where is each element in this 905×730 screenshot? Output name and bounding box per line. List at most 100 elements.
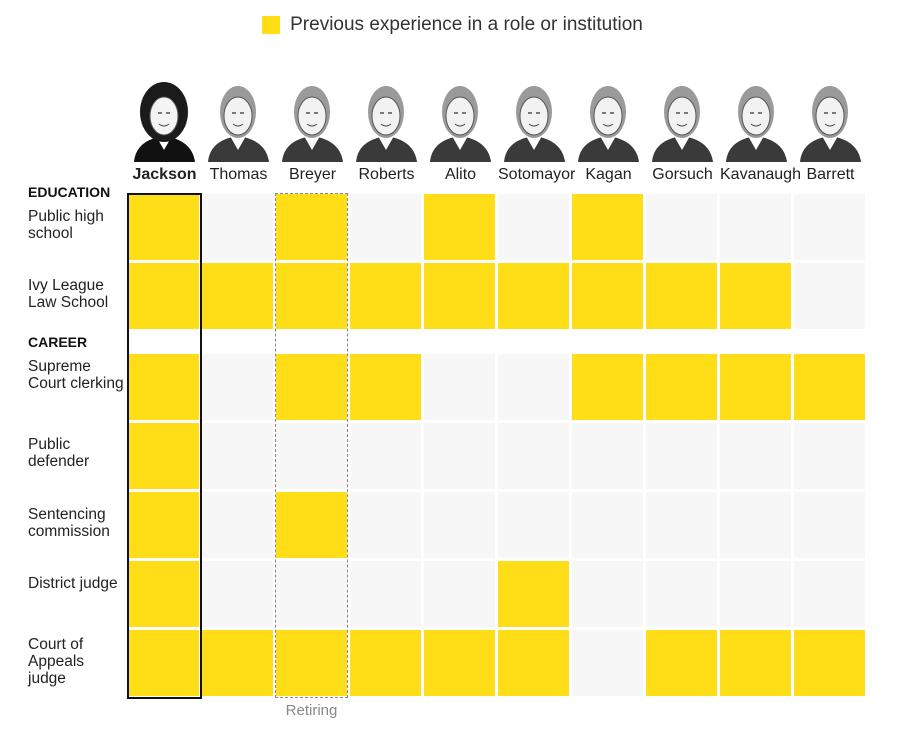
- cell-court-of-appeals-judge-sotomayor: [498, 630, 569, 696]
- portrait-thomas: [202, 76, 275, 162]
- column-label-sotomayor: Sotomayor: [498, 166, 576, 183]
- column-label-breyer: Breyer: [288, 166, 337, 183]
- cell-public-high-school-alito: [424, 194, 495, 260]
- cell-sentencing-commission-kavanaugh: [720, 492, 791, 558]
- cell-district-judge-gorsuch: [646, 561, 717, 627]
- cell-ivy-league-law-school-breyer: [276, 263, 347, 329]
- cell-court-of-appeals-judge-barrett: [794, 630, 865, 696]
- cell-public-high-school-breyer: [276, 194, 347, 260]
- row-label-public-high-school: Public high school: [28, 208, 104, 242]
- cell-public-high-school-barrett: [794, 194, 865, 260]
- portrait-breyer: [276, 76, 349, 162]
- cell-supreme-court-clerking-thomas: [202, 354, 273, 420]
- cell-ivy-league-law-school-kavanaugh: [720, 263, 791, 329]
- cell-court-of-appeals-judge-kavanaugh: [720, 630, 791, 696]
- cell-supreme-court-clerking-jackson: [128, 354, 199, 420]
- cell-public-defender-roberts: [350, 423, 421, 489]
- cell-supreme-court-clerking-kagan: [572, 354, 643, 420]
- cell-district-judge-jackson: [128, 561, 199, 627]
- portrait-kavanaugh: [720, 76, 793, 162]
- portrait-sotomayor: [498, 76, 571, 162]
- row-label-sentencing-commission: Sentencing commission: [28, 506, 110, 540]
- cell-public-defender-jackson: [128, 423, 199, 489]
- cell-court-of-appeals-judge-thomas: [202, 630, 273, 696]
- cell-district-judge-thomas: [202, 561, 273, 627]
- cell-ivy-league-law-school-kagan: [572, 263, 643, 329]
- cell-supreme-court-clerking-sotomayor: [498, 354, 569, 420]
- cell-public-high-school-kavanaugh: [720, 194, 791, 260]
- cell-supreme-court-clerking-gorsuch: [646, 354, 717, 420]
- cell-sentencing-commission-roberts: [350, 492, 421, 558]
- row-label-public-defender: Public defender: [28, 436, 90, 470]
- cell-public-defender-kavanaugh: [720, 423, 791, 489]
- portrait-barrett: [794, 76, 867, 162]
- portrait-gorsuch: [646, 76, 719, 162]
- cell-sentencing-commission-gorsuch: [646, 492, 717, 558]
- cell-supreme-court-clerking-kavanaugh: [720, 354, 791, 420]
- cell-public-defender-sotomayor: [498, 423, 569, 489]
- row-label-district-judge: District judge: [28, 575, 118, 592]
- cell-public-high-school-jackson: [128, 194, 199, 260]
- cell-district-judge-barrett: [794, 561, 865, 627]
- cell-ivy-league-law-school-jackson: [128, 263, 199, 329]
- cell-court-of-appeals-judge-roberts: [350, 630, 421, 696]
- column-label-kavanaugh: Kavanaugh: [720, 166, 801, 183]
- portrait-alito: [424, 76, 497, 162]
- cell-ivy-league-law-school-roberts: [350, 263, 421, 329]
- cell-district-judge-alito: [424, 561, 495, 627]
- row-label-ivy-league-law-school: Ivy League Law School: [28, 277, 109, 311]
- legend-swatch: [262, 16, 281, 34]
- column-label-alito: Alito: [444, 166, 477, 183]
- cell-public-high-school-roberts: [350, 194, 421, 260]
- cell-district-judge-breyer: [276, 561, 347, 627]
- cell-public-defender-breyer: [276, 423, 347, 489]
- cell-sentencing-commission-sotomayor: [498, 492, 569, 558]
- column-label-jackson: Jackson: [132, 166, 197, 183]
- cell-public-high-school-sotomayor: [498, 194, 569, 260]
- cell-public-high-school-gorsuch: [646, 194, 717, 260]
- cell-district-judge-roberts: [350, 561, 421, 627]
- cell-public-defender-thomas: [202, 423, 273, 489]
- cell-sentencing-commission-thomas: [202, 492, 273, 558]
- section-label-career: CAREER: [28, 334, 88, 350]
- cell-ivy-league-law-school-sotomayor: [498, 263, 569, 329]
- cell-court-of-appeals-judge-kagan: [572, 630, 643, 696]
- cell-district-judge-sotomayor: [498, 561, 569, 627]
- cell-court-of-appeals-judge-gorsuch: [646, 630, 717, 696]
- cell-district-judge-kagan: [572, 561, 643, 627]
- cell-public-defender-gorsuch: [646, 423, 717, 489]
- legend: Previous experience in a role or institu…: [0, 14, 905, 36]
- section-label-education: EDUCATION: [28, 184, 111, 200]
- cell-ivy-league-law-school-thomas: [202, 263, 273, 329]
- cell-supreme-court-clerking-barrett: [794, 354, 865, 420]
- cell-ivy-league-law-school-gorsuch: [646, 263, 717, 329]
- cell-supreme-court-clerking-alito: [424, 354, 495, 420]
- cell-public-defender-kagan: [572, 423, 643, 489]
- cell-supreme-court-clerking-roberts: [350, 354, 421, 420]
- column-label-kagan: Kagan: [585, 166, 632, 183]
- cell-public-defender-alito: [424, 423, 495, 489]
- cell-sentencing-commission-jackson: [128, 492, 199, 558]
- cell-ivy-league-law-school-alito: [424, 263, 495, 329]
- cell-public-high-school-kagan: [572, 194, 643, 260]
- cell-sentencing-commission-kagan: [572, 492, 643, 558]
- portrait-roberts: [350, 76, 423, 162]
- cell-public-defender-barrett: [794, 423, 865, 489]
- cell-court-of-appeals-judge-breyer: [276, 630, 347, 696]
- cell-court-of-appeals-judge-jackson: [128, 630, 199, 696]
- cell-district-judge-kavanaugh: [720, 561, 791, 627]
- cell-sentencing-commission-barrett: [794, 492, 865, 558]
- legend-label: Previous experience in a role or institu…: [290, 14, 643, 35]
- column-label-roberts: Roberts: [358, 166, 415, 183]
- cell-ivy-league-law-school-barrett: [794, 263, 865, 329]
- column-label-barrett: Barrett: [806, 166, 855, 183]
- row-label-supreme-court-clerking: Supreme Court clerking: [28, 358, 124, 392]
- cell-sentencing-commission-alito: [424, 492, 495, 558]
- cell-sentencing-commission-breyer: [276, 492, 347, 558]
- cell-court-of-appeals-judge-alito: [424, 630, 495, 696]
- portrait-jackson: [128, 76, 201, 162]
- retiring-label: Retiring: [285, 702, 338, 719]
- column-label-gorsuch: Gorsuch: [652, 166, 713, 183]
- portrait-kagan: [572, 76, 645, 162]
- cell-supreme-court-clerking-breyer: [276, 354, 347, 420]
